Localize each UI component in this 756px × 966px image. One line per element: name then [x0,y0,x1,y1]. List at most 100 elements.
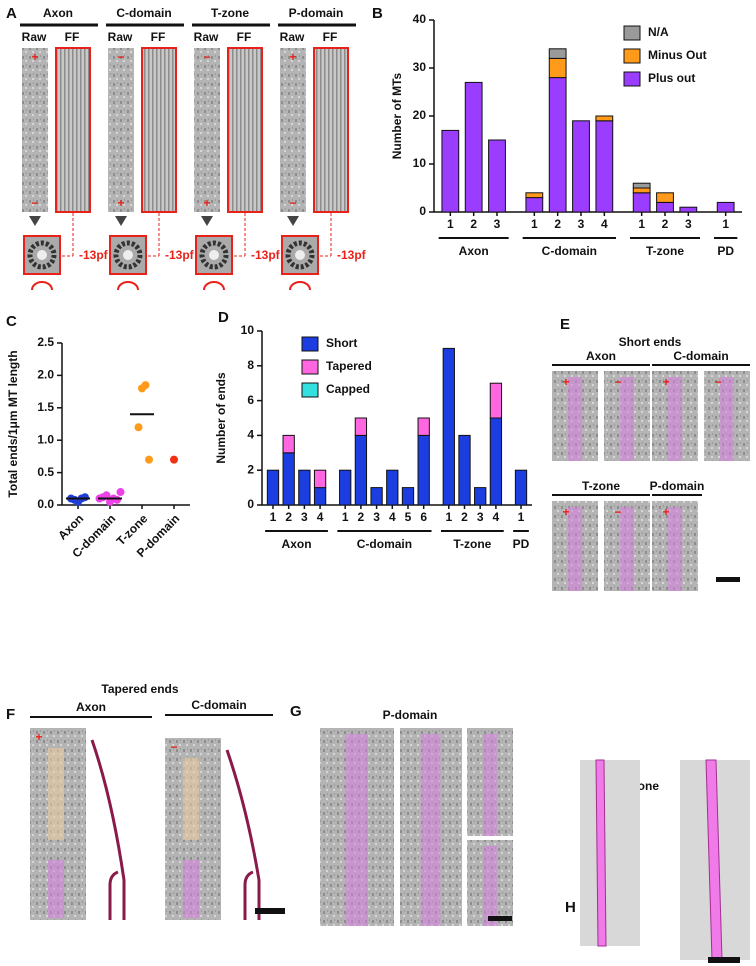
bar-segment [370,487,383,506]
microtubule-overlay [668,507,682,591]
group-title: Axon [76,700,106,714]
bar-segment [474,487,487,506]
data-point [81,493,89,502]
bar-segment [313,487,327,506]
raw-label: Raw [22,30,47,44]
pf-ring [285,240,315,270]
tapered-diagram [90,739,126,920]
view-eye [287,216,299,226]
microtubule-overlay [421,734,441,926]
x-tick-label: 1 [447,217,454,231]
legend-label: Tapered [326,359,372,373]
microtubule-overlay [620,377,634,461]
x-tick-label: 1 [518,510,525,524]
x-tick-label: 1 [722,217,729,231]
group-title: C-domain [191,698,246,712]
scale-bar [255,908,285,914]
tapered-diagram [243,870,254,920]
bar-segment [632,192,651,213]
microtubule-overlay [720,377,734,461]
bar-segment [548,48,567,59]
tapered-overlay [183,758,199,840]
legend-label: Short [326,336,357,350]
microtubule-overlay [568,507,582,591]
legend-swatch [301,382,319,398]
group-label: T-zone [646,244,684,258]
data-point [170,455,178,464]
y-tick-label: 0 [419,204,426,218]
bar-segment [632,187,651,194]
end-sign: − [170,740,177,754]
bar-segment [656,201,674,213]
raw-label: Raw [108,30,133,44]
x-tick-label: 6 [420,510,427,524]
end-sign: − [31,196,38,210]
raw-label: Raw [280,30,305,44]
bar-segment [632,182,651,189]
x-tick-label: 3 [477,510,484,524]
x-tick-label: 4 [389,510,396,524]
legend-label: N/A [648,25,669,39]
group-title: T-zone [582,479,620,493]
bar-segment [572,120,590,213]
bar-segment [525,197,544,213]
group-label: PD [513,537,530,551]
panel-letter: C [6,313,17,330]
group-label: PD [717,244,734,258]
y-axis-label: Number of MTs [390,72,404,159]
legend-swatch [623,25,641,41]
y-tick-label: 2.0 [37,368,54,382]
panel-letter: E [560,316,570,333]
legend-swatch [301,336,319,352]
bar-segment [489,382,503,419]
panel-title: Tapered ends [101,682,178,696]
rotation-arc [117,281,139,291]
y-tick-label: 0.0 [37,497,54,511]
bar-segment [417,434,430,506]
group-title: C-domain [673,349,728,363]
raw-image [194,48,220,212]
bar-segment [401,487,415,506]
microtubule-overlay [183,860,199,918]
bar-segment [458,434,471,506]
x-tick-label: 2 [461,510,468,524]
scale-bar [488,916,512,921]
end-sign: − [714,375,721,389]
pf-label: -13pf [79,248,109,262]
end-sign: + [31,50,38,64]
group-title: Axon [586,349,616,363]
raw-image [280,48,306,212]
ff-label: FF [237,30,252,44]
column-title: P-domain [289,6,344,20]
group-label: C-domain [542,244,597,258]
bar-segment [464,81,483,213]
legend-swatch [623,71,641,87]
raw-image [108,48,134,212]
ff-image [227,47,263,213]
y-tick-label: 8 [247,358,254,372]
pf-core [123,250,133,260]
microtubule-overlay [483,734,497,836]
panel-title: P-domain [383,708,438,722]
end-sign: − [614,505,621,519]
bar-segment [595,115,614,122]
pf-ring [199,240,229,270]
tapered-diagram [225,749,261,920]
bar-segment [525,192,544,199]
ff-image [313,47,349,213]
y-tick-label: 10 [413,156,427,170]
y-tick-label: 10 [241,323,255,337]
view-eye [115,216,127,226]
bar-segment [354,417,368,436]
panel-title: Short ends [619,335,682,349]
end-sign: − [289,196,296,210]
tapered-overlay [48,748,64,840]
raw-image [22,48,48,212]
pf-core [295,250,305,260]
panel-letter: H [565,899,576,916]
group-label: T-zone [453,537,491,551]
bar-segment [298,469,311,506]
pf-label: -13pf [337,248,367,262]
pf-core [37,250,47,260]
